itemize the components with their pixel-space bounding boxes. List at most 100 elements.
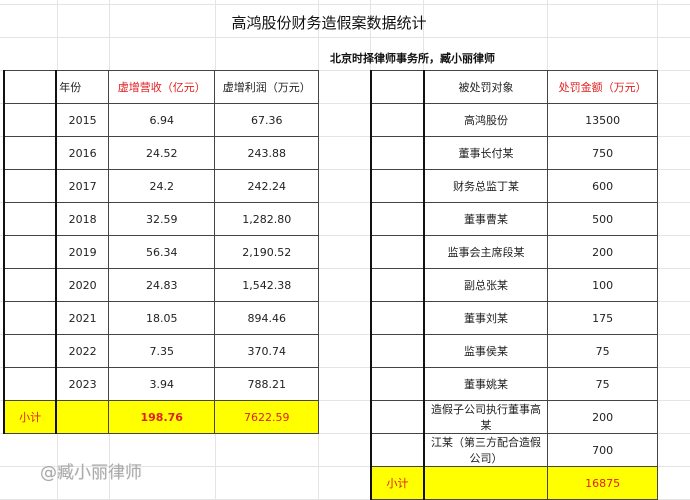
cell[interactable]: 500 xyxy=(547,202,658,236)
cell[interactable] xyxy=(2,103,58,137)
cell[interactable] xyxy=(370,235,425,269)
cell[interactable]: 2019 xyxy=(55,235,109,269)
header-cell[interactable] xyxy=(2,70,58,104)
cell[interactable] xyxy=(370,136,425,170)
header-cell[interactable] xyxy=(370,70,425,104)
cell[interactable]: 894.46 xyxy=(214,301,319,335)
cell[interactable]: 32.59 xyxy=(107,202,216,236)
cell[interactable] xyxy=(423,466,549,500)
table-row: 2015 6.94 67.36 xyxy=(2,103,319,137)
cell[interactable]: 2016 xyxy=(55,136,109,170)
cell[interactable]: 2022 xyxy=(55,334,109,368)
cell[interactable] xyxy=(370,169,425,203)
cell[interactable]: 242.24 xyxy=(214,169,319,203)
cell[interactable]: 董事姚某 xyxy=(423,367,549,401)
header-cell[interactable]: 年份 xyxy=(55,70,109,104)
header-cell[interactable]: 虚增营收（亿元） xyxy=(107,70,216,104)
cell[interactable]: 高鸿股份 xyxy=(423,103,549,137)
cell[interactable]: 24.52 xyxy=(107,136,216,170)
table-row: 监事侯某 75 xyxy=(370,334,658,368)
penalty-table: 被处罚对象 处罚金额（万元） 高鸿股份 13500 董事长付某 750 财务总监丁某 600 董… xyxy=(370,70,658,500)
cell[interactable]: 24.83 xyxy=(107,268,216,302)
cell[interactable]: 3.94 xyxy=(107,367,216,401)
subtotal-revenue[interactable]: 198.76 xyxy=(107,400,216,434)
cell[interactable] xyxy=(2,367,58,401)
cell[interactable]: 788.21 xyxy=(214,367,319,401)
revenue-profit-table: 年份 虚增营收（亿元） 虚增利润（万元） 2015 6.94 67.36 2016 24.52… xyxy=(2,70,319,434)
cell[interactable]: 董事长付某 xyxy=(423,136,549,170)
cell[interactable]: 13500 xyxy=(547,103,658,137)
cell[interactable]: 1,282.80 xyxy=(214,202,319,236)
sheet-title: 高鸿股份财务造假案数据统计 xyxy=(231,14,427,32)
table-row: 2021 18.05 894.46 xyxy=(2,301,319,335)
table-row: 监事会主席段某 200 xyxy=(370,235,658,269)
cell[interactable] xyxy=(2,301,58,335)
cell[interactable]: 1,542.38 xyxy=(214,268,319,302)
subtotal-profit[interactable]: 7622.59 xyxy=(214,400,319,434)
cell[interactable]: 175 xyxy=(547,301,658,335)
cell[interactable]: 造假子公司执行董事高某 xyxy=(423,400,549,434)
author-note: 北京时择律师事务所，臧小丽律师 xyxy=(330,52,495,65)
cell[interactable] xyxy=(2,235,58,269)
cell[interactable]: 75 xyxy=(547,334,658,368)
cell[interactable]: 监事会主席段某 xyxy=(423,235,549,269)
cell[interactable]: 2,190.52 xyxy=(214,235,319,269)
table-row: 2022 7.35 370.74 xyxy=(2,334,319,368)
cell[interactable] xyxy=(370,268,425,302)
table-row: 造假子公司执行董事高某 200 xyxy=(370,400,658,434)
cell[interactable]: 18.05 xyxy=(107,301,216,335)
cell[interactable]: 2018 xyxy=(55,202,109,236)
cell[interactable]: 2017 xyxy=(55,169,109,203)
cell[interactable]: 2021 xyxy=(55,301,109,335)
cell[interactable]: 江某（第三方配合造假公司） xyxy=(423,433,549,467)
cell[interactable]: 2020 xyxy=(55,268,109,302)
cell[interactable]: 董事曹某 xyxy=(423,202,549,236)
cell[interactable] xyxy=(2,268,58,302)
cell[interactable] xyxy=(370,400,425,434)
header-cell[interactable]: 被处罚对象 xyxy=(423,70,549,104)
cell[interactable]: 600 xyxy=(547,169,658,203)
cell[interactable]: 200 xyxy=(547,235,658,269)
header-cell[interactable]: 虚增利润（万元） xyxy=(214,70,319,104)
cell[interactable] xyxy=(370,202,425,236)
table-row: 2019 56.34 2,190.52 xyxy=(2,235,319,269)
cell[interactable]: 6.94 xyxy=(107,103,216,137)
header-row: 被处罚对象 处罚金额（万元） xyxy=(370,70,658,104)
cell[interactable] xyxy=(370,334,425,368)
cell[interactable]: 200 xyxy=(547,400,658,434)
cell[interactable]: 370.74 xyxy=(214,334,319,368)
cell[interactable] xyxy=(370,433,425,467)
cell[interactable]: 56.34 xyxy=(107,235,216,269)
cell[interactable] xyxy=(2,202,58,236)
cell[interactable]: 财务总监丁某 xyxy=(423,169,549,203)
cell[interactable]: 24.2 xyxy=(107,169,216,203)
cell[interactable]: 67.36 xyxy=(214,103,319,137)
cell[interactable]: 7.35 xyxy=(107,334,216,368)
table-row: 财务总监丁某 600 xyxy=(370,169,658,203)
cell[interactable] xyxy=(2,136,58,170)
cell[interactable]: 2023 xyxy=(55,367,109,401)
cell[interactable]: 750 xyxy=(547,136,658,170)
cell[interactable]: 243.88 xyxy=(214,136,319,170)
table-row: 2023 3.94 788.21 xyxy=(2,367,319,401)
cell[interactable]: 75 xyxy=(547,367,658,401)
subtotal-label[interactable]: 小计 xyxy=(370,466,425,500)
cell[interactable]: 董事刘某 xyxy=(423,301,549,335)
cell[interactable]: 2015 xyxy=(55,103,109,137)
header-cell[interactable]: 处罚金额（万元） xyxy=(547,70,658,104)
cell[interactable] xyxy=(55,400,109,434)
subtotal-label[interactable]: 小计 xyxy=(2,400,58,434)
table-row: 2020 24.83 1,542.38 xyxy=(2,268,319,302)
cell[interactable] xyxy=(370,367,425,401)
cell[interactable]: 700 xyxy=(547,433,658,467)
header-row: 年份 虚增营收（亿元） 虚增利润（万元） xyxy=(2,70,319,104)
cell[interactable] xyxy=(2,169,58,203)
cell[interactable]: 监事侯某 xyxy=(423,334,549,368)
cell[interactable]: 100 xyxy=(547,268,658,302)
cell[interactable] xyxy=(370,103,425,137)
cell[interactable] xyxy=(2,334,58,368)
cell[interactable]: 副总张某 xyxy=(423,268,549,302)
table-row: 2017 24.2 242.24 xyxy=(2,169,319,203)
subtotal-amount[interactable]: 16875 xyxy=(547,466,658,500)
cell[interactable] xyxy=(370,301,425,335)
